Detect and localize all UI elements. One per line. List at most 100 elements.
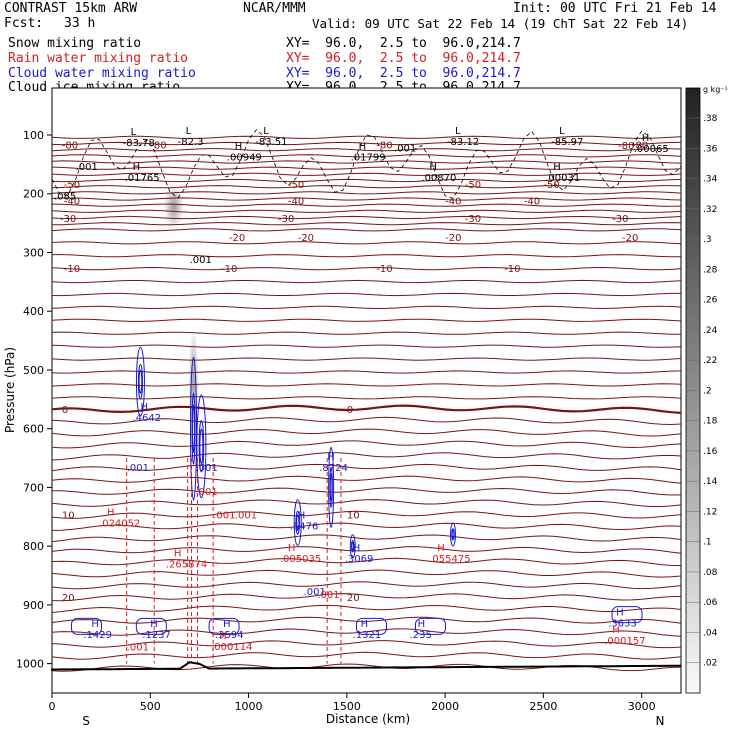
y-tick-label: 400 [23, 305, 44, 318]
temperature-contour [51, 228, 682, 232]
legend-snow-xy: XY= 96.0, 2.5 to 96.0,214.7 [286, 36, 521, 51]
center-name: NCAR/MMM [243, 1, 306, 16]
extremum-marker: H [418, 619, 426, 630]
temperature-label: -30 [612, 214, 628, 225]
temperature-contour [51, 452, 682, 461]
extremum-marker: L [455, 126, 461, 137]
contour-value-label: .001 [304, 587, 326, 598]
temperature-contour [51, 628, 682, 637]
extremum-value: .1237 [142, 630, 171, 641]
extremum-marker: H [359, 142, 367, 153]
y-tick-label: 700 [23, 481, 44, 494]
temperature-label: -50 [543, 180, 559, 191]
temperature-label: -50 [465, 180, 481, 191]
extremum-marker: H [612, 625, 620, 636]
colorbar-label: .06 [703, 598, 718, 608]
cloud-water-contour [196, 394, 207, 499]
temperature-contour [51, 331, 682, 335]
extremum-value: -83.78 [123, 138, 155, 149]
legend-snow: Snow mixing ratio [8, 36, 142, 51]
cloud-water-contour [611, 606, 643, 624]
extremum-value: .000114 [211, 642, 252, 653]
temperature-contour [51, 546, 682, 554]
extremum-marker: H [437, 543, 445, 554]
cloud-water-contour [138, 369, 143, 394]
temperature-contour [51, 616, 682, 624]
extremum-value: -82.3 [178, 137, 204, 148]
cloud-water-contour [192, 404, 196, 453]
temperature-contour [51, 651, 682, 660]
extremum-marker: H [361, 619, 369, 630]
extremum-marker: H [140, 402, 148, 413]
init-time: Init: 00 UTC Fri 21 Feb 14 [513, 1, 717, 16]
temperature-contour [51, 440, 682, 449]
colorbar-label: .24 [703, 326, 718, 336]
temperature-contour [51, 499, 682, 507]
colorbar-label: .08 [703, 568, 718, 578]
extremum-marker: H [223, 619, 231, 630]
colorbar-label: .12 [703, 507, 717, 517]
y-tick-label: 600 [23, 423, 44, 436]
contour-value-label: .001 [127, 643, 149, 654]
temperature-contour [51, 581, 682, 590]
cloud-water-contour [137, 364, 143, 400]
extremum-value: -83.12 [447, 137, 479, 148]
temperature-contour [52, 254, 682, 258]
forecast-label: Fcst: [4, 16, 44, 31]
temperature-contour [51, 510, 682, 519]
x-end-right: N [656, 714, 665, 728]
cloud-water-contour [190, 356, 198, 501]
temperature-label: -30 [278, 214, 294, 225]
temperature-contour [51, 141, 682, 146]
cloud-water-contour [199, 428, 204, 464]
temperature-label: -10 [376, 264, 392, 275]
extremum-value: .235 [410, 630, 432, 641]
snow-shading [163, 184, 184, 229]
valid-time: Valid: 09 UTC Sat 22 Feb 14 (19 ChT Sat … [312, 16, 689, 31]
cloud-water-contour [296, 514, 300, 531]
temperature-contour [51, 148, 682, 152]
plot-frame [51, 87, 682, 694]
temperature-contour [51, 318, 682, 322]
temperature-contour [51, 215, 682, 220]
temperature-contour [51, 428, 682, 437]
temperature-label: 10 [62, 511, 75, 522]
temperature-label: 0 [347, 405, 353, 416]
temperature-label: -30 [60, 214, 76, 225]
temperature-contour [51, 640, 682, 649]
temperature-label: 20 [347, 593, 360, 604]
temperature-contour [51, 178, 682, 183]
y-tick-label: 200 [23, 188, 44, 201]
extremum-value: .00031 [545, 173, 580, 184]
extremum-marker: H [288, 543, 296, 554]
cloud-water-contour [449, 522, 456, 547]
temperature-label: 20 [62, 593, 75, 604]
temperature-label: -40 [288, 196, 304, 207]
y-tick-label: 300 [23, 246, 44, 259]
colorbar-label: .28 [703, 265, 718, 275]
contour-value-label: .001 [317, 590, 339, 601]
y-tick-label: 900 [23, 599, 44, 612]
x-axis-label: Distance (km) [326, 712, 410, 726]
extremum-value: .055475 [429, 554, 470, 565]
x-end-left: S [82, 714, 90, 728]
temperature-contour [51, 279, 682, 284]
extremum-value: .01765 [125, 173, 160, 184]
temperature-contour [51, 172, 682, 176]
colorbar-label: .16 [703, 447, 718, 457]
x-tick-label: 2500 [529, 700, 557, 713]
temperature-contour [51, 463, 682, 472]
temperature-label: -80 [150, 141, 166, 152]
extremum-value: .01799 [351, 153, 386, 164]
extremum-marker: L [131, 127, 137, 138]
colorbar-label: .3 [703, 235, 712, 245]
cloud-water-contour [208, 617, 240, 635]
cloud-water-contour [293, 499, 302, 547]
temperature-label: -10 [504, 264, 520, 275]
extremum-marker: H [642, 133, 650, 144]
temperature-contour [51, 222, 682, 226]
temperature-label: -20 [298, 233, 314, 244]
colorbar-label: .32 [703, 205, 717, 215]
temperature-contour [51, 475, 682, 484]
